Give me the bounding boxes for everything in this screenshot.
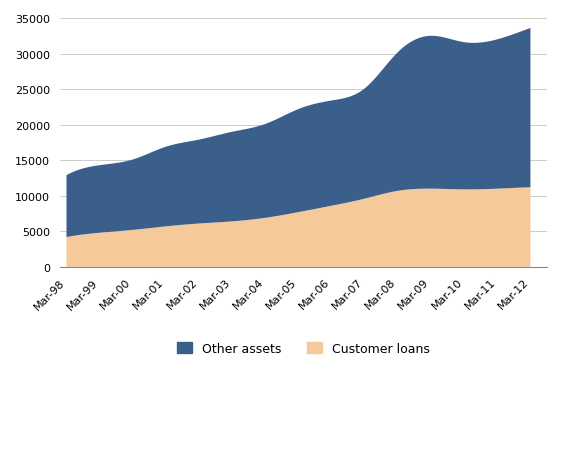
Legend: Other assets, Customer loans: Other assets, Customer loans: [173, 337, 434, 360]
